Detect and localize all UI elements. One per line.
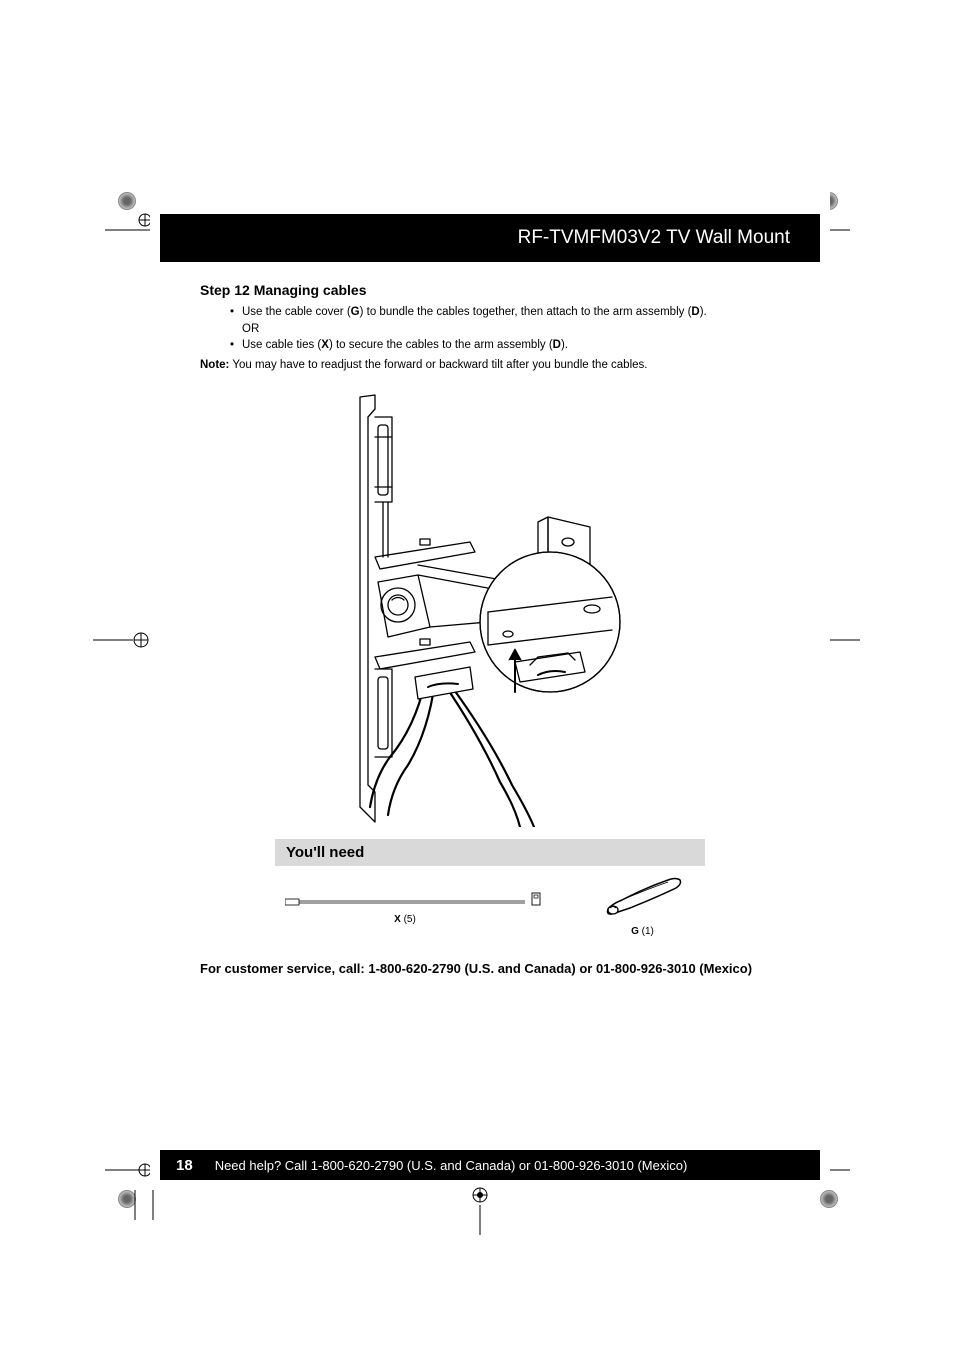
page-number: 18 [160,1157,215,1174]
header-bar: RF-TVMFM03V2 TV Wall Mount [160,214,820,262]
reg-mark-tl [118,192,136,210]
diagram-container [200,387,780,827]
note-line: Note: You may have to readjust the forwa… [200,359,780,371]
page-container: RF-TVMFM03V2 TV Wall Mount Step 12 Manag… [150,190,830,1180]
crop-mark-bl [105,1160,155,1220]
x-label: X (5) [285,914,525,925]
note-label: Note: [200,359,229,371]
cable-tie-icon [285,897,525,907]
crop-mark-tl [105,210,155,240]
cable-tie-item: X (5) [285,894,525,925]
step-title: Step 12 Managing cables [200,282,780,298]
or-text: OR [200,323,780,335]
crop-mark-bc [455,1185,505,1235]
customer-service-text: For customer service, call: 1-800-620-27… [200,960,780,978]
instruction-list: Use the cable cover (G) to bundle the ca… [200,304,780,321]
youll-need-title: You'll need [275,839,705,866]
cable-cover-item: G (1) [600,874,685,937]
footer-bar: 18 Need help? Call 1-800-620-2790 (U.S. … [160,1150,820,1180]
mount-diagram [320,387,660,827]
header-title: RF-TVMFM03V2 TV Wall Mount [518,227,790,249]
instruction-list-2: Use cable ties (X) to secure the cables … [200,337,780,354]
youll-need-box: You'll need X (5) [275,839,705,936]
cable-cover-icon [600,874,685,919]
youll-need-body: X (5) G (1) [275,866,705,936]
clip-icon [531,892,545,906]
bullet-1: Use the cable cover (G) to bundle the ca… [230,304,780,321]
crop-mark-ml [93,620,153,660]
footer-help-text: Need help? Call 1-800-620-2790 (U.S. and… [215,1158,688,1173]
note-text: You may have to readjust the forward or … [229,359,647,371]
content-area: Step 12 Managing cables Use the cable co… [150,262,830,977]
bullet-2: Use cable ties (X) to secure the cables … [230,337,780,354]
g-label: G (1) [600,926,685,937]
